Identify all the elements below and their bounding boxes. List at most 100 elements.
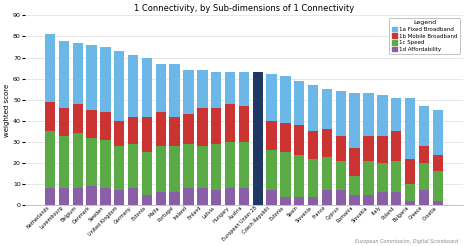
Bar xyxy=(100,140,111,188)
Bar xyxy=(45,34,55,102)
Bar xyxy=(363,195,374,205)
Bar xyxy=(336,136,346,161)
Bar xyxy=(363,161,374,195)
Bar xyxy=(184,114,194,144)
Bar xyxy=(225,104,235,142)
Bar xyxy=(280,123,290,153)
Bar xyxy=(432,171,443,201)
Bar xyxy=(225,72,235,104)
Bar xyxy=(405,184,415,201)
Bar xyxy=(322,157,332,190)
Bar xyxy=(86,186,97,205)
Bar xyxy=(45,188,55,205)
Bar xyxy=(336,161,346,190)
Bar xyxy=(308,131,318,159)
Bar xyxy=(239,106,249,142)
Bar xyxy=(142,153,152,195)
Bar xyxy=(377,193,388,205)
Bar xyxy=(432,201,443,205)
Bar xyxy=(184,70,194,114)
Bar xyxy=(377,163,388,193)
Bar xyxy=(349,195,360,205)
Bar xyxy=(253,148,263,190)
Bar xyxy=(294,125,304,154)
Bar xyxy=(391,161,402,193)
Bar xyxy=(391,98,402,131)
Bar xyxy=(280,153,290,197)
Bar xyxy=(419,106,429,146)
Bar xyxy=(239,72,249,106)
Bar xyxy=(114,146,125,190)
Bar xyxy=(156,146,166,193)
Bar xyxy=(197,108,207,146)
Bar xyxy=(405,159,415,184)
Bar xyxy=(349,176,360,195)
Bar xyxy=(142,117,152,153)
Bar xyxy=(86,45,97,110)
Bar xyxy=(72,43,83,104)
Bar xyxy=(100,188,111,205)
Title: 1 Connectivity, by Sub-dimensions of 1 Connectivity: 1 Connectivity, by Sub-dimensions of 1 C… xyxy=(134,4,354,13)
Bar xyxy=(59,188,69,205)
Bar xyxy=(391,193,402,205)
Bar xyxy=(45,131,55,188)
Bar xyxy=(142,195,152,205)
Bar xyxy=(419,190,429,205)
Bar xyxy=(377,95,388,136)
Bar xyxy=(156,193,166,205)
Bar xyxy=(308,197,318,205)
Bar xyxy=(363,136,374,161)
Bar xyxy=(114,121,125,146)
Bar xyxy=(170,117,180,146)
Bar xyxy=(59,41,69,108)
Text: European Commission, Digital Scoreboard: European Commission, Digital Scoreboard xyxy=(354,239,458,244)
Bar xyxy=(170,193,180,205)
Bar xyxy=(432,110,443,154)
Y-axis label: weighted score: weighted score xyxy=(4,84,10,137)
Bar xyxy=(280,197,290,205)
Bar xyxy=(294,81,304,125)
Bar xyxy=(419,163,429,190)
Bar xyxy=(72,133,83,188)
Bar xyxy=(225,142,235,188)
Bar xyxy=(349,93,360,148)
Bar xyxy=(211,108,221,144)
Bar xyxy=(197,188,207,205)
Bar xyxy=(128,144,138,188)
Bar xyxy=(156,112,166,146)
Bar xyxy=(239,188,249,205)
Bar xyxy=(211,190,221,205)
Bar xyxy=(432,154,443,171)
Bar xyxy=(86,110,97,138)
Bar xyxy=(197,70,207,108)
Bar xyxy=(280,77,290,123)
Bar xyxy=(211,144,221,190)
Bar xyxy=(72,104,83,133)
Bar xyxy=(266,190,277,205)
Bar xyxy=(156,64,166,112)
Bar xyxy=(336,91,346,136)
Bar xyxy=(184,188,194,205)
Bar xyxy=(86,138,97,186)
Bar xyxy=(336,190,346,205)
Bar xyxy=(170,146,180,193)
Bar xyxy=(294,154,304,197)
Bar xyxy=(349,148,360,176)
Bar xyxy=(253,119,263,148)
Bar xyxy=(419,146,429,163)
Bar xyxy=(142,58,152,117)
Bar xyxy=(253,190,263,205)
Bar xyxy=(253,72,263,119)
Bar xyxy=(266,150,277,190)
Bar xyxy=(391,131,402,161)
Bar xyxy=(128,55,138,117)
Bar xyxy=(59,108,69,136)
Bar xyxy=(405,98,415,159)
Bar xyxy=(363,93,374,136)
Bar xyxy=(114,51,125,121)
Bar xyxy=(308,159,318,197)
Bar xyxy=(266,121,277,150)
Bar xyxy=(114,190,125,205)
Bar xyxy=(72,188,83,205)
Bar xyxy=(225,188,235,205)
